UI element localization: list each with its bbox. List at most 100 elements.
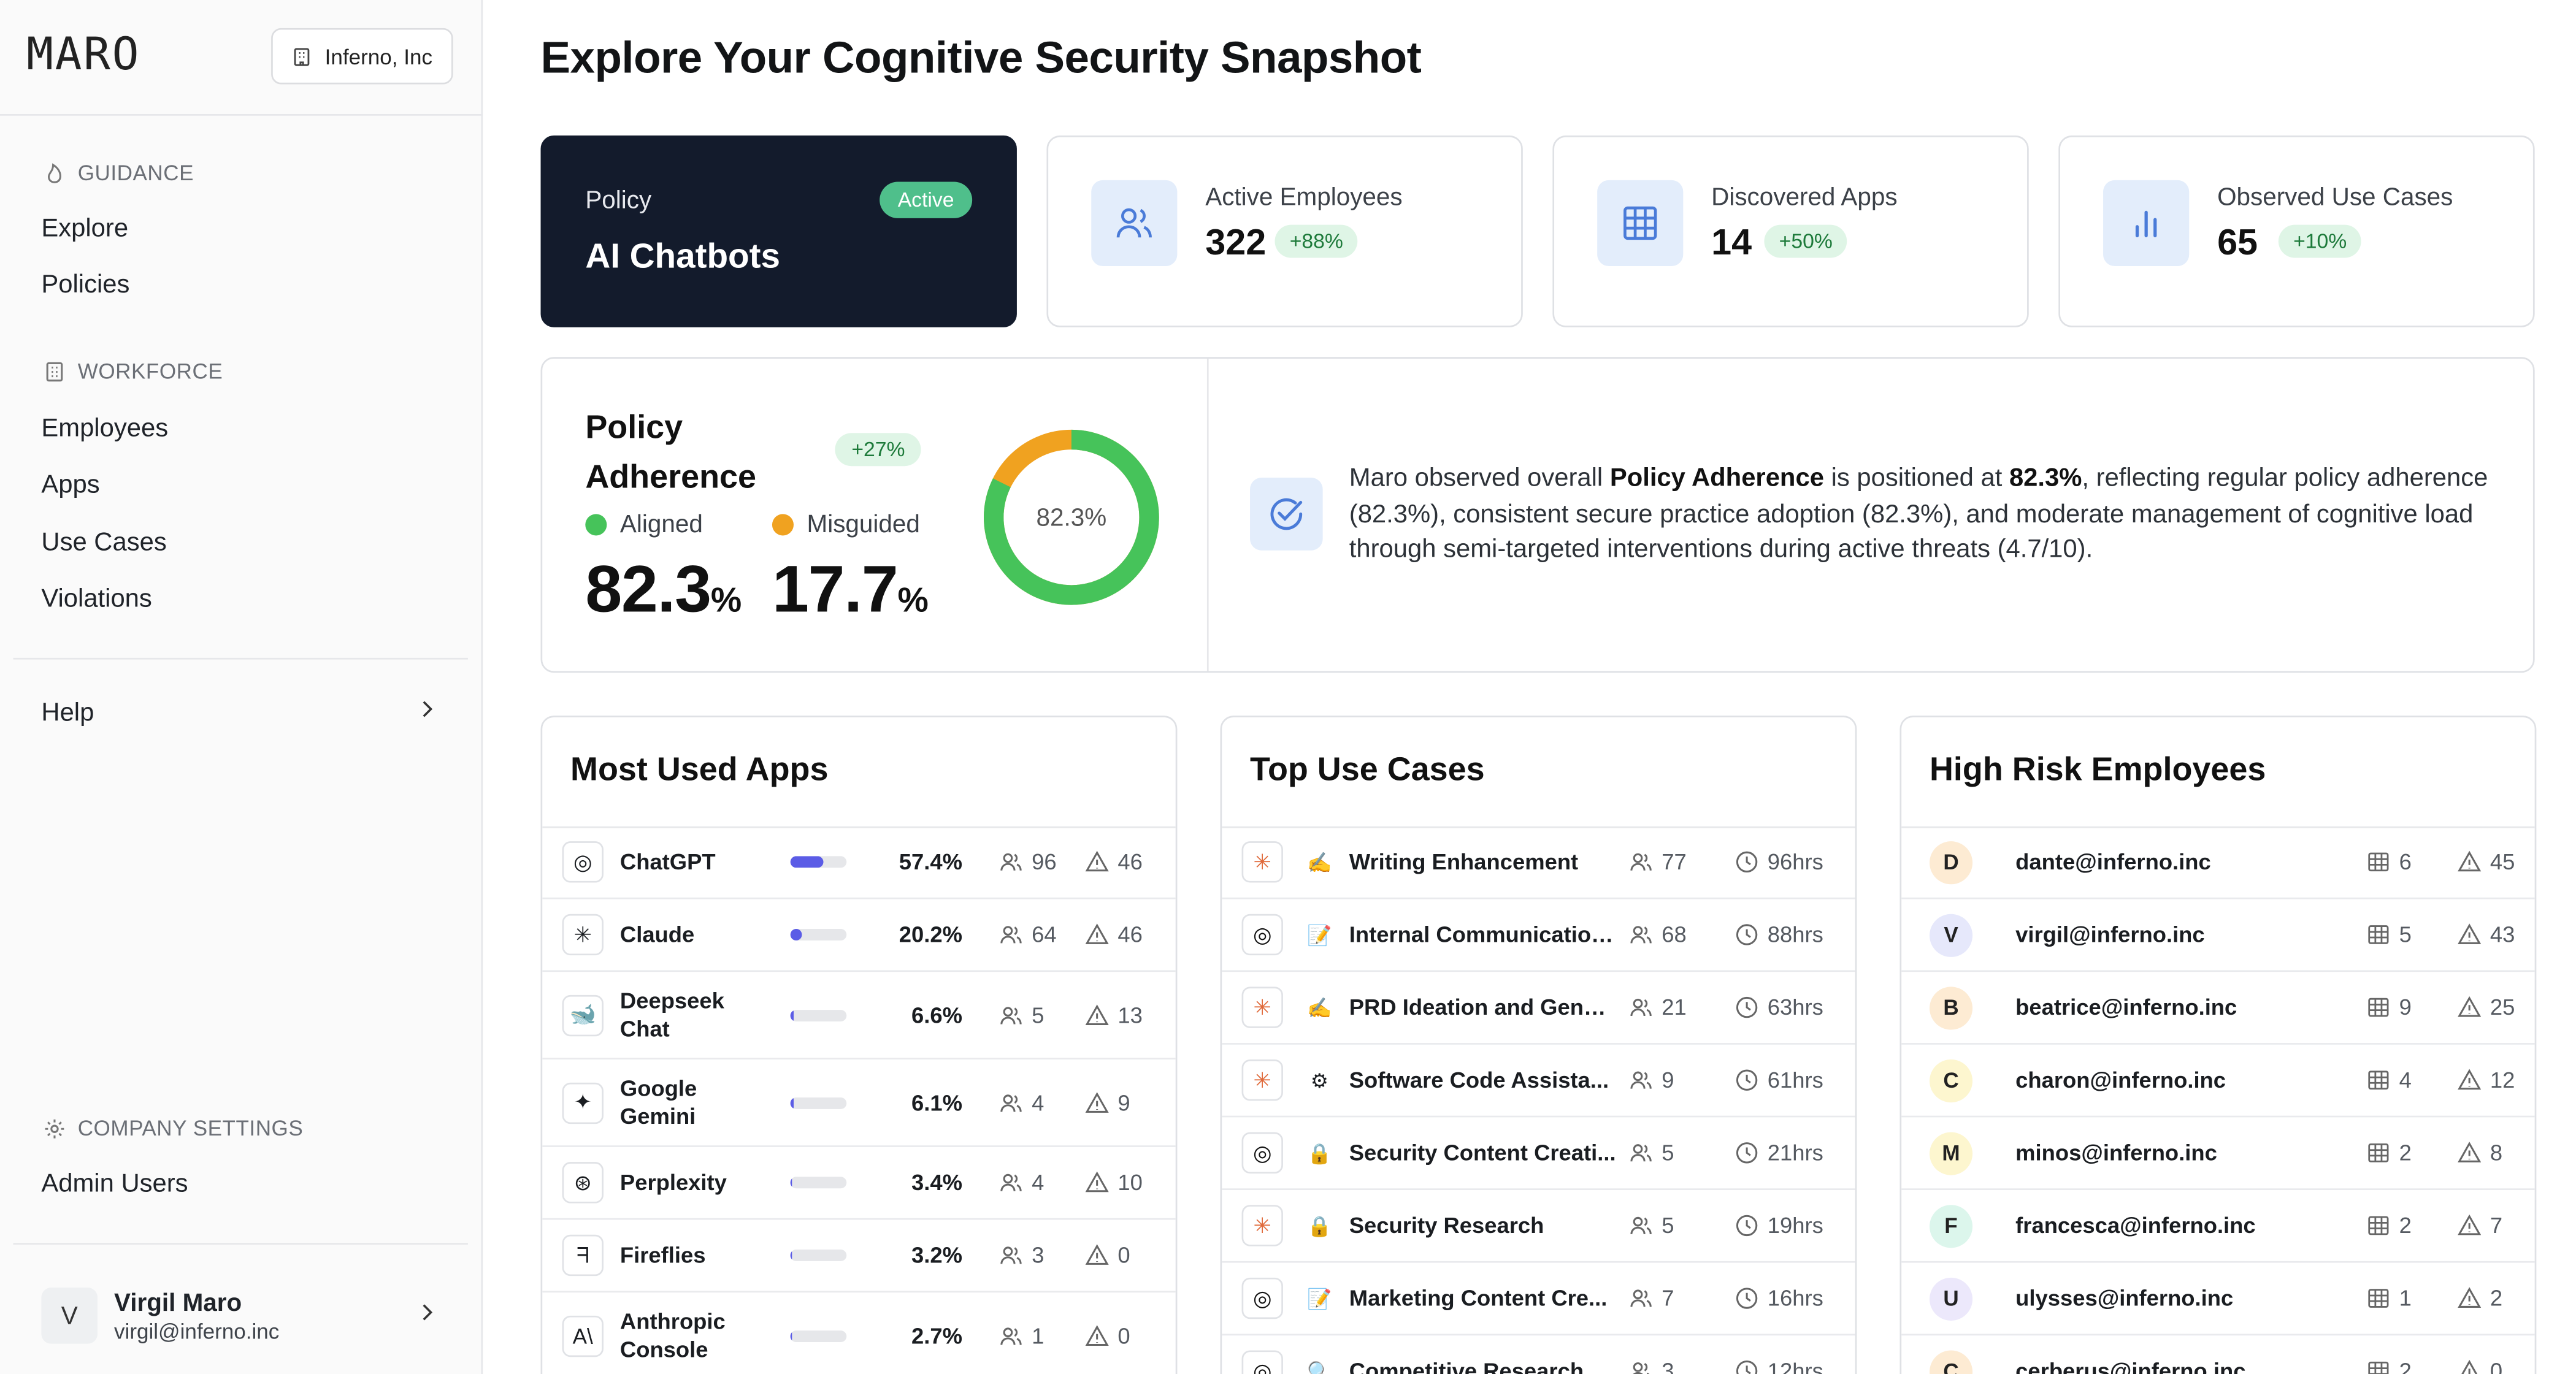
users-icon [1628,1359,1653,1374]
org-switcher-button[interactable]: Inferno, Inc [271,28,453,85]
user-menu[interactable]: V Virgil Maro virgil@inferno.inc [41,1283,438,1349]
sidebar-item-apps[interactable]: Apps [41,471,100,500]
stat-card-discovered-apps[interactable]: Discovered Apps 14 +50% [1552,135,2029,327]
sidebar-item-use-cases[interactable]: Use Cases [41,529,167,557]
table-row[interactable]: ✳ ✍ PRD Ideation and Gener... 21 63hrs [1222,972,1855,1045]
meta-value: 5 [1032,1002,1045,1028]
meta-value: 8 [2490,1140,2503,1166]
table-row[interactable]: ◎ 🔒 Security Content Creati... 5 21hrs [1222,1117,1855,1190]
meta-clock: 96hrs [1735,850,1823,874]
table-row[interactable]: ◎ ChatGPT 57.4% 96 46 [542,826,1176,899]
use-case-name: Security Research [1349,1213,1544,1239]
meta-value: 5 [1662,1213,1674,1239]
org-name: Inferno, Inc [324,44,432,69]
sidebar-item-explore[interactable]: Explore [41,215,129,243]
table-row[interactable]: ✳ 🔒 Security Research 5 19hrs [1222,1190,1855,1263]
meta-grid: 1 [2366,1286,2412,1311]
usage-percentage: 2.7% [911,1322,962,1348]
app-name: Claude [619,922,695,947]
table-row[interactable]: ✳ ✍ Writing Enhancement 77 96hrs [1222,826,1855,899]
meta-value: 9 [2399,994,2412,1020]
meta-alert: 9 [1084,1090,1130,1115]
meta-users: 21 [1628,995,1687,1020]
clock-icon [1735,1359,1759,1374]
meta-value: 9 [1117,1090,1130,1115]
stat-card-active-employees[interactable]: Active Employees 322 +88% [1046,135,1523,327]
summary-emphasis: Policy Adherence [1609,464,1824,493]
sidebar-item-employees[interactable]: Employees [41,414,169,443]
table-row[interactable]: ◎ 🔍 Competitive Research ... 3 12hrs [1222,1335,1855,1374]
table-row[interactable]: 🐋 Deepseek Chat 6.6% 5 13 [542,972,1176,1060]
policy-card[interactable]: Policy AI Chatbots Active [540,135,1017,327]
meta-value: 10 [1117,1170,1143,1196]
usage-percentage: 3.2% [911,1243,962,1268]
meta-value: 0 [1117,1322,1130,1348]
usage-bar-fill [790,856,823,868]
usage-bar [790,1009,847,1021]
meta-value: 68 [1662,922,1687,947]
app-name: Deepseek Chat [619,988,724,1042]
alert-icon [1084,1170,1109,1195]
aligned-value: 82.3 [585,554,711,627]
meta-users: 96 [999,850,1057,874]
alert-icon [1084,1243,1109,1267]
meta-grid: 5 [2366,922,2412,947]
grid-icon [2366,1359,2391,1374]
gear-icon [45,1118,64,1138]
meta-value: 77 [1662,849,1687,875]
alert-icon [2457,1140,2482,1165]
meta-value: 2 [2490,1286,2503,1311]
app-name: Perplexity [619,1170,727,1196]
meta-value: 3 [1032,1243,1045,1268]
user-name: Virgil Maro [114,1288,242,1317]
table-row[interactable]: ⊛ Perplexity 3.4% 4 10 [542,1147,1176,1220]
usage-percentage: 20.2% [899,922,962,947]
app-icon: ◎ [1241,1277,1283,1319]
meta-value: 2 [2399,1213,2412,1239]
maro-logo[interactable]: MARO [26,29,141,82]
table-row[interactable]: ✦ Google Gemini 6.1% 4 9 [542,1059,1176,1147]
meta-value: 46 [1117,849,1143,875]
meta-value: 7 [1662,1286,1674,1311]
meta-value: 4 [2399,1067,2412,1093]
stat-value: 65 [2217,221,2258,263]
users-icon [1628,1067,1653,1092]
table-row[interactable]: ◎ 📝 Marketing Content Cre... 7 16hrs [1222,1263,1855,1336]
sidebar-item-violations[interactable]: Violations [41,585,152,614]
sidebar-item-admin-users[interactable]: Admin Users [41,1170,188,1199]
use-case-icon: 🔍 [1307,1359,1332,1374]
app-icon: ◎ [1241,914,1283,956]
meta-value: 61hrs [1767,1067,1823,1093]
table-row[interactable]: ✳ Claude 20.2% 64 46 [542,899,1176,972]
sidebar-item-help[interactable]: Help [41,698,438,729]
table-row[interactable]: ✳ ⚙ Software Code Assista... 9 61hrs [1222,1045,1855,1118]
sidebar-item-policies[interactable]: Policies [41,271,130,299]
perplexity-icon: ⊛ [562,1162,604,1204]
adherence-summary: Maro observed overall Policy Adherence i… [1349,461,2507,568]
table-row[interactable]: ᖷ Fireflies 3.2% 3 0 [542,1220,1176,1293]
apps-list: ◎ ChatGPT 57.4% 96 46 ✳ Claude 20.2% 64 46 🐋 Deepse… [542,826,1176,1374]
stat-card-observed-use-cases[interactable]: Observed Use Cases 65 +10% [2058,135,2535,327]
app-icon: ✳ [1241,841,1283,883]
users-icon [1628,1286,1653,1310]
table-row[interactable]: ◎ 📝 Internal Communication... 68 88hrs [1222,899,1855,972]
building-icon [294,47,310,66]
meta-alert: 46 [1084,922,1143,947]
table-row[interactable]: A\ Anthropic Console 2.7% 1 0 [542,1292,1175,1374]
avatar: V [1929,913,1973,956]
panel-divider [542,826,1176,828]
use-case-icon: ✍ [1307,850,1332,874]
grid-icon [2366,1140,2391,1165]
summary-intro: Maro observed overall [1349,464,1610,493]
meta-value: 3 [1662,1358,1674,1374]
use-case-icon: 📝 [1307,1286,1332,1310]
alert-icon [1084,850,1109,874]
